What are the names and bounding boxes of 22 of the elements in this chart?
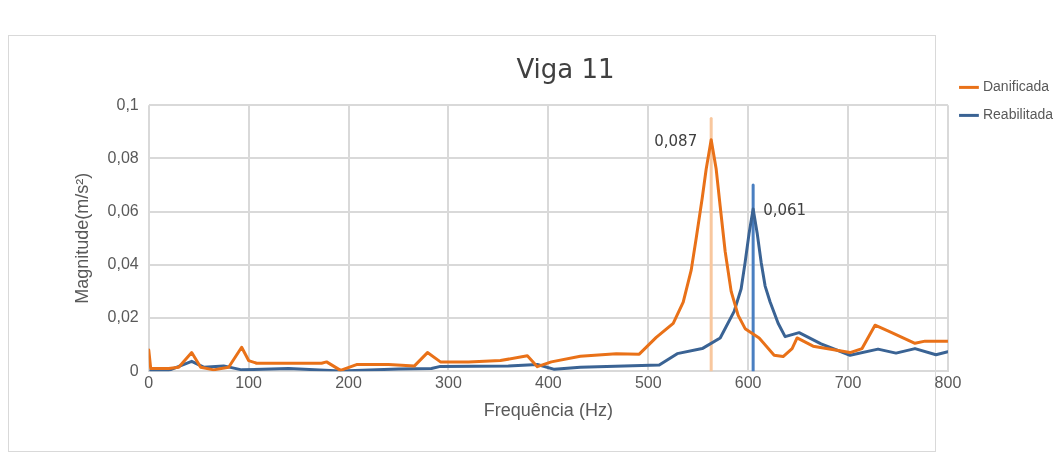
y-tick-label: 0	[129, 361, 139, 379]
y-tick-label: 0,1	[116, 95, 139, 113]
x-tick-label: 100	[235, 374, 263, 392]
x-tick-label: 600	[734, 374, 762, 392]
x-axis-title: Frequência (Hz)	[483, 400, 613, 421]
y-axis-title: Magnitude(m/s²)	[71, 172, 92, 304]
x-tick-label: 0	[144, 374, 154, 392]
y-tick-label: 0,08	[107, 148, 139, 166]
annotation: 0,087	[654, 131, 698, 150]
y-tick-label: 0,06	[107, 202, 139, 220]
x-tick-label: 200	[335, 374, 362, 392]
annotation: 0,061	[763, 200, 807, 219]
x-tick-label: 700	[834, 374, 862, 392]
y-tick-label: 0,04	[107, 255, 139, 273]
x-tick-label: 300	[435, 374, 462, 392]
legend-label: Reabilitada	[982, 106, 1054, 123]
y-tick-label: 0,02	[107, 308, 139, 326]
x-tick-label: 800	[934, 374, 962, 392]
chart-title: Viga 11	[516, 54, 615, 85]
x-tick-label: 400	[534, 374, 562, 392]
x-tick-label: 500	[634, 374, 662, 392]
legend-label: Danificada	[982, 78, 1050, 95]
